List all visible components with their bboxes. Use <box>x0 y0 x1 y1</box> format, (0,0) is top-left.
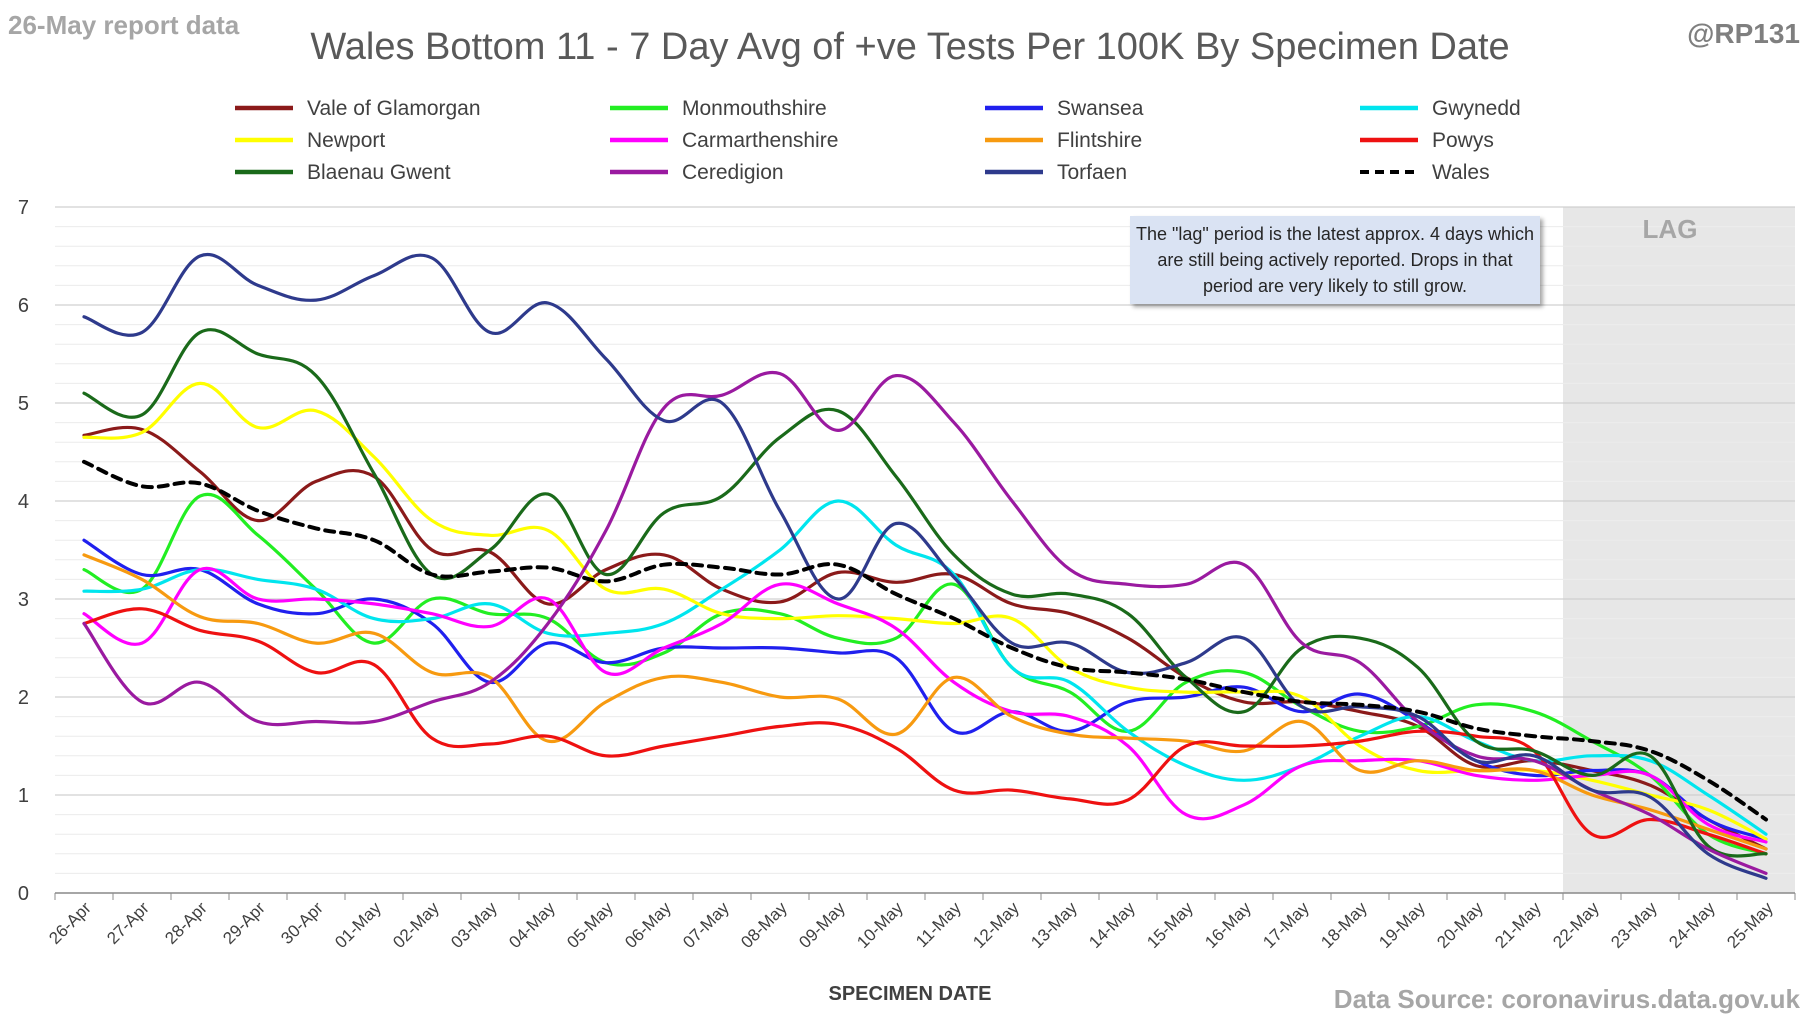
y-tick-label: 4 <box>18 491 29 513</box>
legend-label-ceredigion: Ceredigion <box>682 161 784 184</box>
x-tick-label: 27-Apr <box>103 898 153 948</box>
legend-label-vale-of-glamorgan: Vale of Glamorgan <box>307 97 481 120</box>
lag-note-box: The "lag" period is the latest approx. 4… <box>1130 216 1540 304</box>
x-tick-label: 13-May <box>1027 898 1081 952</box>
series-line-wales <box>82 459 1768 822</box>
x-tick-label: 22-May <box>1549 898 1603 952</box>
x-tick-label: 28-Apr <box>161 898 211 948</box>
x-tick-label: 14-May <box>1085 898 1139 952</box>
x-tick-label: 11-May <box>912 898 965 951</box>
x-tick-label: 17-May <box>1259 898 1313 952</box>
lag-shading <box>1563 207 1795 893</box>
series-line-vale-of-glamorgan <box>82 425 1768 851</box>
lag-label: LAG <box>1643 214 1698 244</box>
x-tick-label: 08-May <box>737 898 791 952</box>
lag-region <box>1563 207 1795 893</box>
legend: Vale of Glamorgan Monmouthshire Swansea Gwy… <box>235 97 1521 184</box>
series-line-gwynedd <box>82 499 1768 836</box>
x-tick-label: 21-May <box>1491 898 1545 952</box>
x-tick-label: 20-May <box>1433 898 1487 952</box>
report-date-label: 26-May report data <box>8 10 240 40</box>
series-line-swansea <box>82 538 1768 841</box>
x-tick-label: 26-Apr <box>45 898 95 948</box>
x-tick-label: 15-May <box>1143 898 1197 952</box>
x-tick-label: 04-May <box>505 898 559 952</box>
x-tick-label: 01-May <box>331 898 385 952</box>
legend-label-torfaen: Torfaen <box>1057 161 1127 184</box>
x-tick-label: 29-Apr <box>219 898 269 948</box>
legend-label-gwynedd: Gwynedd <box>1432 97 1521 120</box>
x-tick-label: 24-May <box>1665 898 1719 952</box>
x-tick-label: 19-May <box>1375 898 1429 952</box>
x-tick-label: 12-May <box>969 898 1023 952</box>
x-tick-label: 25-May <box>1723 898 1777 952</box>
x-tick-label: 09-May <box>795 898 849 952</box>
legend-label-swansea: Swansea <box>1057 97 1144 120</box>
x-tick-label: 02-May <box>389 898 443 952</box>
series-line-powys <box>82 607 1768 856</box>
y-tick-label: 5 <box>18 393 29 415</box>
series-line-flintshire <box>82 553 1768 851</box>
author-handle: @RP131 <box>1687 18 1800 49</box>
series-line-carmarthenshire <box>82 566 1768 844</box>
legend-label-blaenau-gwent: Blaenau Gwent <box>307 161 451 184</box>
series-lines <box>82 252 1768 880</box>
legend-label-carmarthenshire: Carmarthenshire <box>682 129 838 152</box>
x-tick-label: 30-Apr <box>277 898 327 948</box>
x-tick-label: 16-May <box>1201 898 1255 952</box>
x-tick-label: 07-May <box>679 898 733 952</box>
chart-title: Wales Bottom 11 - 7 Day Avg of +ve Tests… <box>310 26 1510 68</box>
legend-label-flintshire: Flintshire <box>1057 129 1142 152</box>
y-tick-label: 6 <box>18 295 29 317</box>
axes: 0 1 2 3 4 5 6 7 26-Apr 27-Apr 28-Apr 29-Apr 30-Apr 01… <box>18 197 1796 952</box>
x-tick-label: 05-May <box>563 898 617 952</box>
series-line-blaenau-gwent <box>82 328 1768 858</box>
legend-label-newport: Newport <box>307 129 385 152</box>
y-tick-label: 3 <box>18 589 29 611</box>
x-axis-title: SPECIMEN DATE <box>828 983 992 1005</box>
y-tick-label: 7 <box>18 197 29 219</box>
y-tick-label: 1 <box>18 785 29 807</box>
series-line-torfaen <box>82 252 1768 880</box>
series-line-ceredigion <box>82 370 1768 875</box>
x-tick-label: 23-May <box>1607 898 1661 952</box>
y-tick-label: 0 <box>18 883 29 905</box>
series-line-monmouthshire <box>82 492 1768 856</box>
x-tick-label: 06-May <box>621 898 675 952</box>
y-tick-label: 2 <box>18 687 29 709</box>
x-tick-label: 03-May <box>447 898 501 952</box>
x-tick-label: 10-May <box>853 898 907 952</box>
gridlines <box>55 206 1795 894</box>
legend-label-wales: Wales <box>1432 161 1490 184</box>
legend-label-monmouthshire: Monmouthshire <box>682 97 827 120</box>
legend-label-powys: Powys <box>1432 129 1494 152</box>
data-source-label: Data Source: coronavirus.data.gov.uk <box>1333 984 1800 1014</box>
x-tick-label: 18-May <box>1317 898 1371 952</box>
